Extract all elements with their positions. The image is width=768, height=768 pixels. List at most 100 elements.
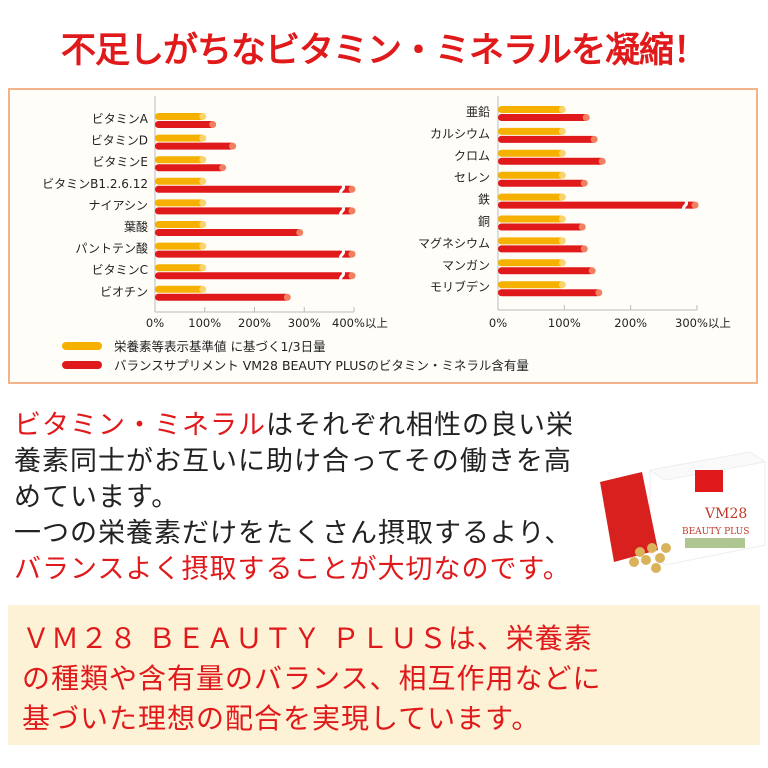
legend-swatch-reference bbox=[62, 341, 102, 350]
category-label: ビタミンA bbox=[92, 112, 149, 126]
bar-end-cap bbox=[296, 229, 304, 236]
bar-product bbox=[498, 135, 597, 143]
x-tick-label: 200% bbox=[614, 316, 647, 330]
bar-end-cap bbox=[219, 164, 227, 172]
bar-end-cap bbox=[199, 199, 207, 207]
bar-reference bbox=[498, 237, 565, 245]
bar-end-cap bbox=[209, 121, 217, 128]
bar-product bbox=[155, 207, 354, 215]
bar-end-cap bbox=[199, 134, 207, 142]
x-tick-label: 100% bbox=[188, 316, 221, 330]
bar-product bbox=[498, 245, 587, 253]
bar-reference bbox=[498, 106, 565, 113]
axis-break-mark bbox=[682, 197, 688, 214]
bar-end-cap bbox=[229, 142, 237, 150]
bar-end-cap bbox=[691, 201, 699, 209]
bar-product bbox=[155, 185, 354, 193]
summary-line: の種類や含有量のバランス、相互作用などに bbox=[22, 662, 602, 695]
legend-item-reference: 栄養素等表示基準値 に基づく1/3日量 bbox=[62, 336, 529, 355]
bar-end-cap bbox=[578, 223, 586, 231]
bar-product bbox=[155, 293, 290, 301]
bar-end-cap bbox=[199, 285, 207, 293]
category-label: パントテン酸 bbox=[75, 241, 148, 256]
bar-end-cap bbox=[348, 207, 356, 215]
highlight-text: ビタミン・ミネラル bbox=[14, 410, 266, 441]
bar-reference bbox=[155, 177, 205, 185]
legend-label-product: バランスサプリメント VM28 BEAUTY PLUSのビタミン・ミネラル含有量 bbox=[114, 358, 529, 373]
bar-end-cap bbox=[199, 221, 207, 228]
axis-break-mark bbox=[339, 182, 345, 198]
product-sub: BEAUTY PLUS bbox=[682, 527, 749, 537]
bar-end-cap bbox=[595, 289, 603, 297]
bar-reference bbox=[155, 285, 205, 293]
category-label: ビタミンB1.2.6.12 bbox=[42, 177, 148, 191]
bar-product bbox=[498, 114, 589, 121]
highlight-text: バランスよく摂取することが大切なのです。 bbox=[14, 554, 571, 585]
bar-reference bbox=[155, 199, 205, 207]
summary-box: ＶＭ２８ ＢＥＡＵＴＹ ＰＬＵＳは、栄養素 の種類や含有量のバランス、相互作用な… bbox=[8, 605, 760, 745]
bar-reference bbox=[498, 193, 565, 201]
bar-end-cap bbox=[348, 185, 356, 193]
bar-product bbox=[155, 164, 225, 172]
page-title: 不足しがちなビタミン・ミネラルを凝縮！ bbox=[60, 30, 708, 71]
bar-end-cap bbox=[199, 156, 207, 164]
bar-reference bbox=[155, 113, 205, 120]
bar-end-cap bbox=[582, 114, 590, 121]
category-label: ビタミンC bbox=[92, 263, 148, 277]
bar-reference bbox=[155, 264, 205, 272]
bar-end-cap bbox=[199, 113, 207, 120]
bar-end-cap bbox=[588, 267, 596, 275]
bar-reference bbox=[155, 134, 205, 142]
bar-reference bbox=[155, 242, 205, 250]
bar-end-cap bbox=[558, 281, 566, 289]
bar-reference bbox=[498, 215, 565, 223]
text-line: はそれぞれ相性の良い栄 bbox=[266, 410, 574, 441]
category-label: マンガン bbox=[442, 258, 490, 272]
bar-product bbox=[498, 223, 585, 231]
product-name: VM28 bbox=[704, 506, 747, 522]
summary-line: 基づいた理想の配合を実現しています。 bbox=[22, 702, 541, 735]
bar-end-cap bbox=[580, 179, 588, 187]
x-tick-label: 0% bbox=[489, 316, 507, 330]
bar-product bbox=[498, 201, 697, 209]
bar-end-cap bbox=[199, 177, 207, 185]
bar-reference bbox=[155, 156, 205, 164]
category-label: ビタミンD bbox=[91, 134, 148, 148]
category-label: マグネシウム bbox=[418, 236, 490, 250]
bar-end-cap bbox=[558, 237, 566, 245]
axis-break-mark bbox=[339, 268, 345, 285]
bar-reference bbox=[498, 281, 565, 289]
bar-end-cap bbox=[558, 127, 566, 135]
bar-end-cap bbox=[558, 106, 566, 113]
bar-product bbox=[498, 289, 601, 297]
text-line: 養素同士がお互いに助け合ってその働きを高 bbox=[14, 446, 572, 477]
bar-reference bbox=[498, 171, 565, 179]
axis-break-mark bbox=[339, 203, 345, 220]
bar-end-cap bbox=[199, 264, 207, 272]
summary-line: ＶＭ２８ ＢＥＡＵＴＹ ＰＬＵＳは、栄養素 bbox=[22, 622, 593, 655]
category-label: クロム bbox=[454, 149, 490, 163]
category-label: ナイアシン bbox=[88, 198, 148, 212]
x-tick-label: 400%以上 bbox=[332, 316, 388, 330]
bar-end-cap bbox=[558, 149, 566, 157]
category-label: ビタミンE bbox=[92, 155, 148, 169]
category-label: 銅 bbox=[478, 215, 490, 229]
bar-product bbox=[498, 157, 605, 165]
bar-end-cap bbox=[348, 272, 356, 280]
x-tick-label: 200% bbox=[238, 316, 271, 330]
legend: 栄養素等表示基準値 に基づく1/3日量 バランスサプリメント VM28 BEAU… bbox=[62, 336, 529, 374]
bar-product bbox=[155, 250, 354, 258]
category-label: カルシウム bbox=[430, 127, 490, 141]
bar-product bbox=[155, 142, 235, 150]
bar-reference bbox=[498, 259, 565, 267]
bar-end-cap bbox=[598, 157, 606, 165]
category-label: セレン bbox=[454, 171, 490, 185]
legend-swatch-product bbox=[62, 360, 102, 369]
bar-reference bbox=[155, 221, 205, 228]
x-tick-label: 0% bbox=[146, 316, 164, 330]
bar-reference bbox=[498, 127, 565, 135]
text-line: めています。 bbox=[14, 482, 180, 513]
bar-end-cap bbox=[580, 245, 588, 253]
bar-product bbox=[498, 179, 587, 187]
